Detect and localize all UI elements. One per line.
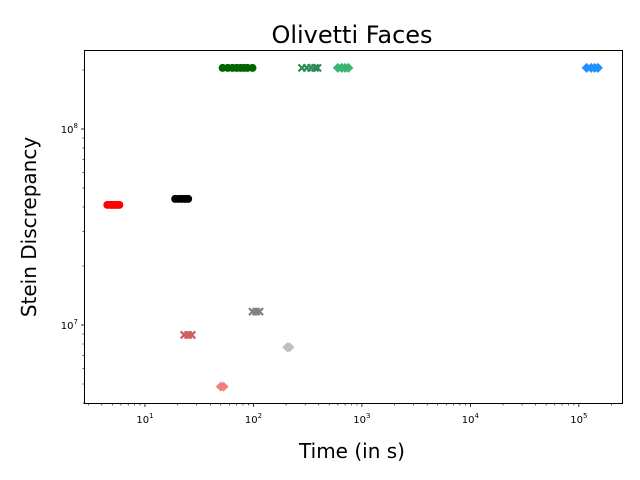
ticks-layer: 101 102 103 104 105 107 108	[61, 69, 612, 426]
data-point	[313, 63, 322, 73]
data-point	[284, 342, 295, 353]
x-tick-label: 101	[136, 412, 153, 426]
chart-title: Olivetti Faces	[271, 21, 432, 49]
data-point	[248, 63, 257, 72]
data-point	[115, 200, 124, 209]
data-point	[187, 330, 197, 340]
x-tick-label: 102	[245, 412, 262, 426]
x-tick-label: 105	[570, 412, 587, 426]
data-point	[184, 194, 193, 203]
x-tick-label: 103	[353, 412, 370, 426]
y-tick-label: 107	[61, 318, 78, 332]
data-point	[310, 63, 320, 73]
y-tick-label: 108	[61, 122, 78, 136]
x-tick-label: 104	[462, 412, 480, 426]
x-axis-title: Time (in s)	[298, 439, 405, 463]
data-point	[592, 62, 603, 73]
data-point	[255, 307, 264, 316]
data-point	[218, 381, 229, 392]
y-axis-title: Stein Discrepancy	[17, 137, 41, 318]
plot-frame	[84, 50, 623, 404]
data-point	[343, 62, 354, 73]
points-layer	[103, 62, 603, 392]
